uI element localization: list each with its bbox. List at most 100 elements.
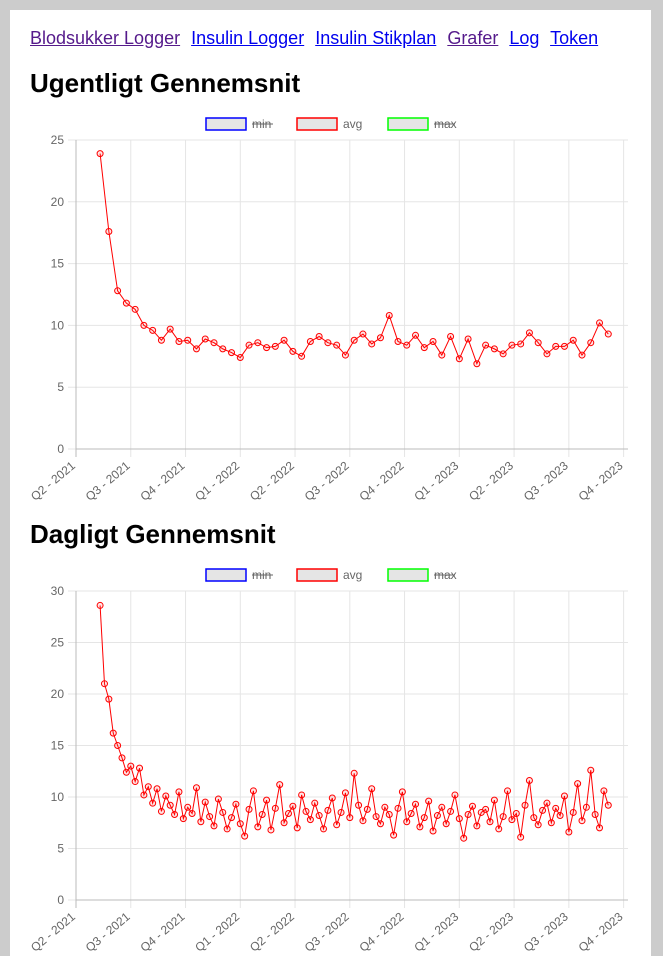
data-point xyxy=(359,817,367,825)
data-point xyxy=(267,826,275,834)
y-tick-label: 15 xyxy=(51,739,65,753)
data-point xyxy=(482,341,490,349)
data-point xyxy=(385,312,393,320)
data-point xyxy=(333,821,341,829)
legend-item: max xyxy=(387,568,457,582)
data-point xyxy=(271,342,279,350)
data-point xyxy=(464,335,472,343)
data-point xyxy=(565,828,573,836)
data-point xyxy=(293,824,301,832)
data-point xyxy=(219,345,227,353)
data-point xyxy=(166,801,174,809)
y-tick-label: 20 xyxy=(51,687,65,701)
data-point xyxy=(587,339,595,347)
data-point xyxy=(324,806,332,814)
data-point xyxy=(254,339,262,347)
data-point xyxy=(359,330,367,338)
nav-link[interactable]: Blodsukker Logger xyxy=(30,28,181,48)
data-point xyxy=(223,825,231,833)
data-point xyxy=(144,783,152,791)
chart-title: Ugentligt Gennemsnit xyxy=(30,68,301,98)
data-point xyxy=(543,350,551,358)
data-point xyxy=(315,812,323,820)
data-point xyxy=(490,345,498,353)
data-point xyxy=(171,811,179,819)
data-point xyxy=(236,354,244,362)
y-tick-label: 5 xyxy=(57,842,64,856)
x-tick-label: Q2 - 2021 xyxy=(28,909,78,954)
x-tick-label: Q4 - 2021 xyxy=(138,909,188,954)
x-tick-label: Q4 - 2022 xyxy=(357,909,407,954)
data-point xyxy=(140,791,148,799)
data-point xyxy=(228,349,236,357)
nav-link[interactable]: Insulin Stikplan xyxy=(315,28,437,48)
data-point xyxy=(368,340,376,348)
data-point xyxy=(530,814,538,822)
data-point xyxy=(232,800,240,808)
data-point xyxy=(547,819,555,827)
data-point xyxy=(420,344,428,352)
y-tick-label: 0 xyxy=(57,893,64,907)
data-point xyxy=(556,812,564,820)
data-point xyxy=(560,342,568,350)
data-point xyxy=(512,809,520,817)
data-point xyxy=(166,325,174,333)
data-point xyxy=(433,812,441,820)
x-tick-label: Q2 - 2023 xyxy=(466,909,516,954)
data-point xyxy=(306,816,314,824)
x-tick-label: Q2 - 2022 xyxy=(247,909,297,954)
data-point xyxy=(473,822,481,830)
data-point xyxy=(385,811,393,819)
legend-swatch xyxy=(205,117,247,131)
data-point xyxy=(254,823,262,831)
data-point xyxy=(499,350,507,358)
y-tick-label: 25 xyxy=(51,133,65,147)
data-point xyxy=(210,339,218,347)
data-point xyxy=(552,342,560,350)
data-point xyxy=(376,334,384,342)
data-point xyxy=(368,785,376,793)
data-point xyxy=(320,825,328,833)
y-tick-label: 30 xyxy=(51,584,65,598)
series-line xyxy=(99,605,609,839)
data-point xyxy=(157,336,165,344)
data-point xyxy=(600,787,608,795)
y-tick-label: 15 xyxy=(51,257,65,271)
data-point xyxy=(284,809,292,817)
x-tick-label: Q4 - 2023 xyxy=(576,909,626,954)
legend-label: avg xyxy=(343,568,362,582)
data-point xyxy=(271,804,279,812)
data-point xyxy=(206,813,214,821)
nav-link[interactable]: Insulin Logger xyxy=(191,28,305,48)
data-point xyxy=(521,801,529,809)
x-tick-label: Q3 - 2022 xyxy=(302,909,352,954)
data-point xyxy=(596,319,604,327)
data-point xyxy=(184,336,192,344)
nav-bar: Blodsukker Logger Insulin Logger Insulin… xyxy=(30,28,604,49)
data-point xyxy=(412,331,420,339)
nav-link[interactable]: Token xyxy=(550,28,599,48)
data-point xyxy=(245,341,253,349)
data-point xyxy=(394,337,402,345)
data-point xyxy=(258,811,266,819)
chart-title: Dagligt Gennemsnit xyxy=(30,519,276,549)
data-point xyxy=(587,766,595,774)
legend-label: avg xyxy=(343,117,362,131)
data-point xyxy=(201,335,209,343)
legend-swatch xyxy=(387,568,429,582)
data-point xyxy=(219,808,227,816)
legend-swatch xyxy=(296,568,338,582)
data-point xyxy=(447,333,455,341)
data-point xyxy=(517,833,525,841)
nav-link[interactable]: Log xyxy=(509,28,540,48)
x-tick-label: Q2 - 2023 xyxy=(466,458,516,503)
nav-link[interactable]: Grafer xyxy=(447,28,499,48)
data-point xyxy=(543,799,551,807)
data-point xyxy=(315,333,323,341)
data-point xyxy=(504,787,512,795)
data-point xyxy=(175,788,183,796)
data-point xyxy=(578,817,586,825)
y-tick-label: 20 xyxy=(51,195,65,209)
